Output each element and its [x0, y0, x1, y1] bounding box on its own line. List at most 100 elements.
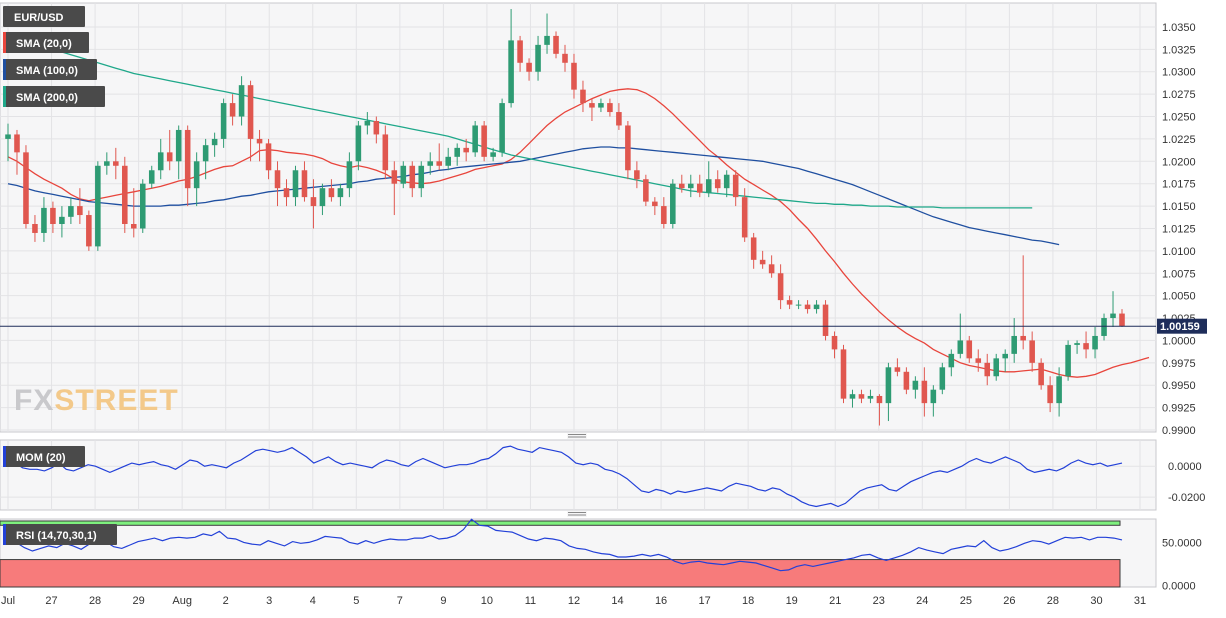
candle [113, 147, 119, 180]
label-sma100[interactable]: SMA (100,0) [3, 59, 97, 80]
x-tick-label: 18 [742, 595, 754, 607]
rsi-panel-resize-handle[interactable] [567, 511, 587, 517]
candle-body [687, 183, 694, 189]
candle [14, 129, 20, 175]
candle-body [490, 152, 496, 157]
candle-body [553, 35, 559, 54]
candle-body [705, 179, 712, 193]
candle-body [148, 170, 155, 184]
candle-body [508, 40, 514, 104]
candle-body [670, 183, 676, 224]
candle [427, 152, 434, 175]
sma20-text: SMA (20,0) [16, 38, 72, 50]
price-tick-label: 1.0050 [1162, 291, 1196, 303]
candle [948, 349, 955, 377]
mom-text: MOM (20) [16, 452, 66, 464]
candle [328, 179, 335, 202]
label-sma200[interactable]: SMA (200,0) [3, 86, 105, 107]
candle [777, 264, 784, 310]
candle-body [166, 152, 173, 162]
candle [122, 156, 128, 233]
candle-body [930, 389, 937, 404]
mom-panel[interactable] [0, 439, 1157, 511]
x-tick-label: 21 [829, 595, 841, 607]
candle [472, 121, 478, 157]
x-tick-label: 24 [916, 595, 928, 607]
candle-body [418, 165, 425, 189]
candle-body [1119, 313, 1125, 327]
candle [634, 161, 640, 189]
candle [616, 103, 622, 130]
rsi-bands [0, 520, 1121, 588]
rsi-line [7, 518, 1123, 572]
candle-body [517, 40, 523, 63]
candle-body [840, 349, 847, 399]
price-panel[interactable] [0, 2, 1157, 433]
label-sma20[interactable]: SMA (20,0) [3, 32, 89, 53]
candle-body [274, 170, 281, 189]
candle [1110, 291, 1116, 327]
candle-body [364, 121, 371, 126]
label-symbol[interactable]: EUR/USD [3, 6, 85, 27]
rsi-text: RSI (14,70,30,1) [16, 530, 97, 542]
candle-body [1092, 335, 1098, 350]
candle [373, 116, 380, 144]
candle [553, 31, 559, 59]
candle-body [202, 145, 209, 162]
candle [463, 138, 469, 162]
candle-body [1047, 385, 1053, 404]
price-tick-label: 1.0250 [1162, 112, 1196, 124]
candle-body [247, 85, 254, 139]
candle [1002, 349, 1008, 372]
candle [238, 76, 245, 126]
candle [382, 125, 389, 180]
price-tick-label: 1.0275 [1162, 89, 1196, 101]
label-rsi[interactable]: RSI (14,70,30,1) [3, 524, 117, 545]
candle [804, 300, 811, 314]
candle [175, 125, 182, 180]
candle [876, 394, 883, 426]
candle-body [759, 259, 766, 265]
candle-body [795, 304, 802, 306]
mom-panel-resize-handle[interactable] [567, 433, 587, 439]
price-tick-label: 0.9950 [1162, 380, 1196, 392]
symbol-text: EUR/USD [14, 12, 64, 24]
candle-body [373, 121, 380, 135]
candle [517, 35, 523, 72]
candle [1056, 367, 1062, 417]
candle-body [750, 237, 757, 260]
candle [885, 362, 892, 422]
price-tick-label: 1.0300 [1162, 67, 1196, 79]
candle-body [454, 147, 460, 157]
candle [957, 313, 964, 359]
candle [32, 215, 38, 242]
candle [104, 152, 110, 175]
candle-body [59, 216, 65, 224]
candle-body [229, 103, 236, 117]
candle-body [885, 367, 892, 404]
label-mom[interactable]: MOM (20) [3, 446, 85, 467]
price-tick-label: 1.0350 [1162, 22, 1196, 34]
candle [400, 161, 407, 189]
candle-body [921, 380, 928, 404]
candle [77, 188, 83, 224]
candle [1029, 331, 1035, 372]
candle [5, 123, 11, 162]
x-tick-label: 19 [786, 595, 798, 607]
candle-body [32, 224, 38, 233]
candle-body [77, 206, 83, 216]
candle-body [211, 138, 218, 146]
rsi-tick-label: 0.0000 [1162, 580, 1196, 592]
candle [346, 152, 353, 198]
candle [95, 161, 101, 251]
candle-body [777, 273, 784, 301]
candle-body [1020, 335, 1026, 341]
candle-body [436, 161, 443, 166]
x-axis-labels: Jul 27 28 29 Aug 2 3 4 5 7 9 10 11 12 14 16 17 18 19 21 23 24… [1, 595, 1146, 607]
candle [1020, 255, 1026, 350]
candle-body [714, 179, 721, 189]
candle-body [499, 103, 505, 153]
candle-body [831, 335, 838, 350]
candle [598, 98, 604, 113]
